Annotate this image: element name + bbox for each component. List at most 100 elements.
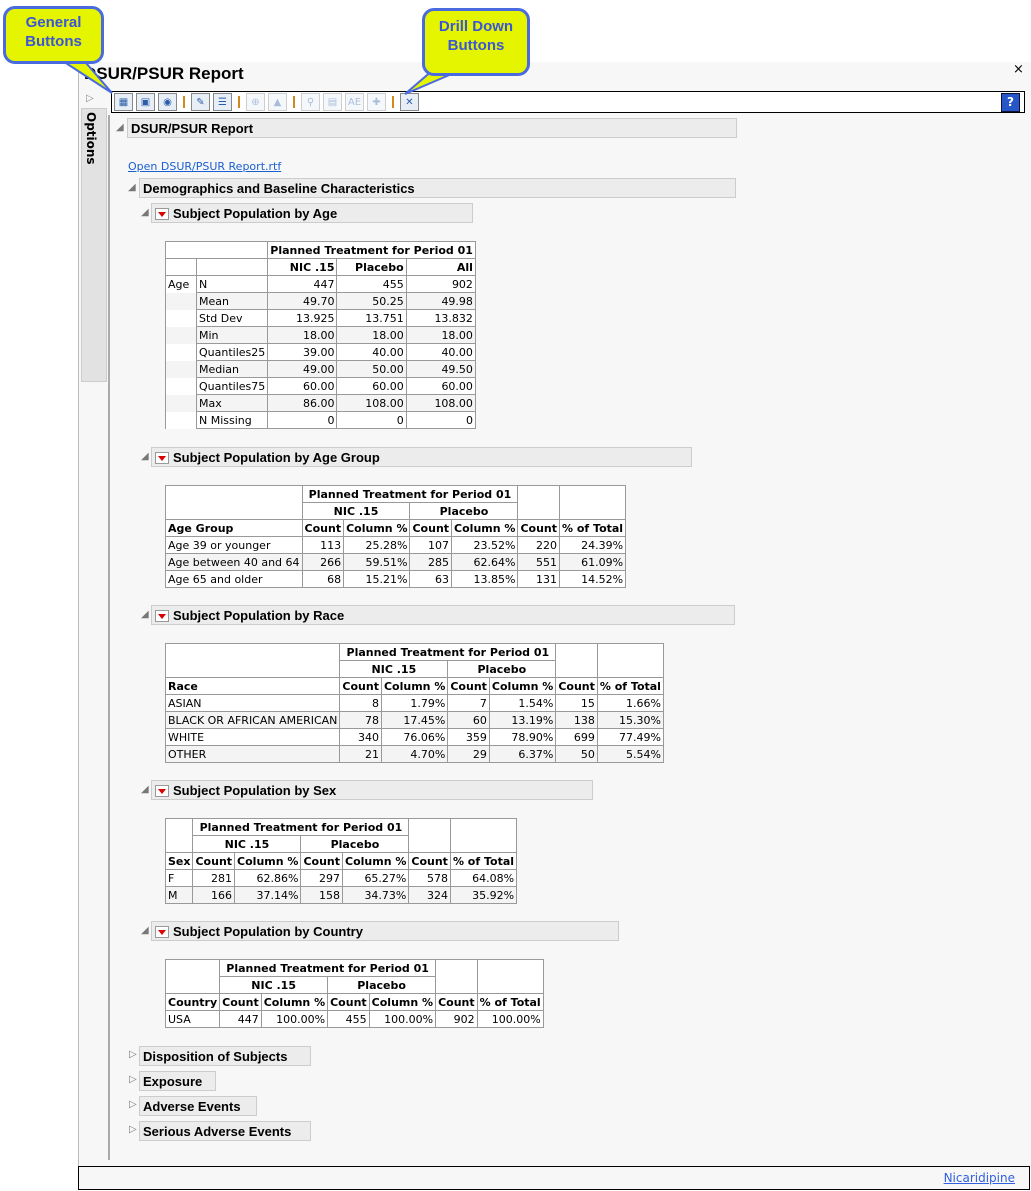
demographics-header[interactable]: Demographics and Baseline Characteristic…: [139, 178, 736, 198]
section-age-group-header[interactable]: Subject Population by Age Group: [151, 447, 692, 467]
arm-header: NIC .15: [301, 502, 411, 520]
subject-search-button[interactable]: ⚲: [301, 93, 320, 111]
red-triangle-menu-icon[interactable]: [155, 926, 169, 938]
section-title: Subject Population by Sex: [173, 783, 337, 798]
table-cell: 76.06%: [380, 728, 449, 746]
table-row: F 281 62.86% 297 65.27% 578 64.08%: [164, 869, 518, 887]
column-header: Country: [164, 993, 221, 1011]
arm-header: Placebo: [300, 835, 410, 853]
table-cell: 60.00: [336, 377, 407, 395]
table-cell: 60.00: [405, 377, 476, 395]
table-cell: 49.98: [405, 292, 476, 310]
table-row: M 166 37.14% 158 34.73% 324 35.92%: [164, 886, 518, 904]
table-cell: 25.28%: [343, 536, 411, 554]
view-notes-button[interactable]: ☰: [213, 93, 232, 111]
table-cell: 902: [435, 1010, 478, 1028]
collapse-triangle-icon[interactable]: ◢: [141, 925, 149, 936]
section-country-header[interactable]: Subject Population by Country: [151, 921, 619, 941]
table-cell: 0: [336, 411, 407, 429]
expand-triangle-icon[interactable]: ▷: [129, 1099, 137, 1110]
table-cell: 64.08%: [449, 869, 518, 887]
expand-triangle-icon[interactable]: ▷: [129, 1074, 137, 1085]
table-cell: [165, 411, 197, 429]
section-race-header[interactable]: Subject Population by Race: [151, 605, 735, 625]
table-cell: 13.751: [336, 309, 407, 327]
study-link[interactable]: Nicaridipine: [943, 1171, 1015, 1185]
table-cell: 18.00: [405, 326, 476, 344]
patient-profile-button[interactable]: ▤: [323, 93, 342, 111]
table-cell: Quantiles75: [195, 377, 269, 395]
table-cell: [164, 643, 341, 678]
column-header: Age Group: [165, 519, 303, 537]
close-button[interactable]: ✕: [400, 93, 419, 111]
table-cell: 100.00%: [260, 1010, 329, 1028]
collapse-triangle-icon[interactable]: ◢: [141, 784, 149, 795]
expand-triangle-icon[interactable]: ▷: [129, 1049, 137, 1060]
ae-narrative-button[interactable]: AE: [345, 93, 364, 111]
table-cell: [449, 818, 518, 853]
table-cell: 220: [517, 536, 560, 554]
column-header: Placebo: [336, 258, 407, 276]
collapsed-section-header[interactable]: Serious Adverse Events: [139, 1121, 311, 1141]
patient-profile-icon: ▤: [327, 96, 338, 108]
collapse-triangle-icon[interactable]: ◢: [141, 451, 149, 462]
arm-header: Placebo: [409, 502, 519, 520]
table-cell: 15.21%: [343, 570, 411, 588]
column-header: Column %: [380, 677, 449, 695]
table-cell: 65.27%: [341, 869, 410, 887]
ae-narrative-icon: AE: [347, 96, 362, 108]
table-cell: [165, 394, 197, 412]
table-cell: 23.52%: [451, 536, 519, 554]
table-cell: 1.66%: [596, 694, 664, 712]
section-sex-header[interactable]: Subject Population by Sex: [151, 780, 593, 800]
collapsed-section-header[interactable]: Exposure: [139, 1071, 216, 1091]
add-filter-button[interactable]: ✚: [367, 93, 386, 111]
data-table-button[interactable]: ▦: [114, 93, 133, 111]
table-cell: 68: [301, 570, 345, 588]
web-report-button[interactable]: ◉: [158, 93, 177, 111]
report-button[interactable]: ▣: [136, 93, 155, 111]
column-header: % of Total: [558, 519, 627, 537]
web-report-icon: ◉: [163, 96, 172, 108]
table-row: Quantiles75 60.00 60.00 60.00: [165, 377, 476, 395]
options-label[interactable]: Options: [84, 112, 98, 165]
expand-triangle-icon[interactable]: ▷: [129, 1124, 137, 1135]
table-cell: 138: [555, 711, 598, 729]
table-cell: 340: [339, 728, 382, 746]
table-cell: 62.64%: [451, 553, 519, 571]
table-cell: 50: [555, 745, 598, 763]
filter-button[interactable]: ⊕: [246, 93, 265, 111]
collapsed-section-header[interactable]: Adverse Events: [139, 1096, 257, 1116]
table-cell: F: [164, 869, 194, 887]
report-header[interactable]: DSUR/PSUR Report: [127, 118, 737, 138]
age-group-table: Planned Treatment for Period 01 NIC .15 Pl…: [165, 485, 627, 588]
red-triangle-menu-icon[interactable]: [155, 208, 169, 220]
red-triangle-menu-icon[interactable]: [155, 452, 169, 464]
red-triangle-menu-icon[interactable]: [155, 610, 169, 622]
table-cell: 5.54%: [596, 745, 664, 763]
collapse-triangle-icon[interactable]: ◢: [141, 609, 149, 620]
collapse-triangle-icon[interactable]: ◢: [128, 182, 136, 193]
help-button[interactable]: ?: [1001, 93, 1020, 112]
table-cell: 40.00: [336, 343, 407, 361]
table-cell: 62.86%: [234, 869, 302, 887]
open-rtf-link[interactable]: Open DSUR/PSUR Report.rtf: [128, 160, 282, 173]
options-panel[interactable]: [81, 108, 107, 382]
add-note-button[interactable]: ✎: [191, 93, 210, 111]
collapse-triangle-icon[interactable]: ◢: [116, 122, 124, 133]
group-header: Planned Treatment for Period 01: [219, 959, 437, 977]
table-cell: [165, 292, 197, 310]
close-x-icon: ✕: [405, 96, 414, 108]
close-window-button[interactable]: ×: [1013, 62, 1024, 77]
table-row: ASIAN 8 1.79% 7 1.54% 15 1.66%: [164, 694, 664, 712]
section-age-header[interactable]: Subject Population by Age: [151, 203, 473, 223]
red-triangle-menu-icon[interactable]: [155, 785, 169, 797]
collapsed-section-header[interactable]: Disposition of Subjects: [139, 1046, 311, 1066]
toolbar-separator: [392, 96, 394, 108]
table-cell: [165, 377, 197, 395]
options-expand-icon[interactable]: ▷: [86, 93, 94, 104]
collapse-triangle-icon[interactable]: ◢: [141, 207, 149, 218]
table-cell: 60.00: [267, 377, 338, 395]
table-cell: [164, 959, 221, 994]
profile-button[interactable]: ▲: [268, 93, 287, 111]
